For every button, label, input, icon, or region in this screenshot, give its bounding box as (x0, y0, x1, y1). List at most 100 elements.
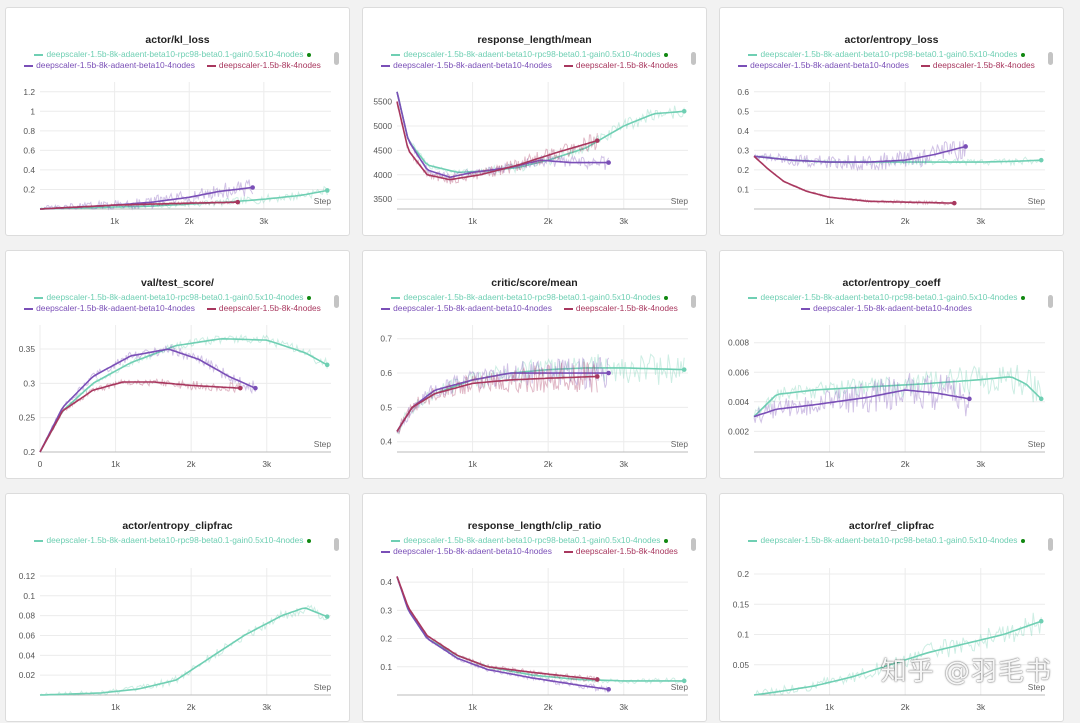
legend-item-teal[interactable]: deepscaler-1.5b-8k-adaent-beta10-rpc98-b… (391, 49, 668, 60)
series-line-teal[interactable] (39, 337, 328, 453)
legend-item-maroon[interactable]: deepscaler-1.5b-8k-4nodes (206, 60, 321, 71)
y-tick-label: 0.3 (380, 605, 392, 615)
chart-legend[interactable]: deepscaler-1.5b-8k-adaent-beta10-rpc98-b… (728, 49, 1045, 71)
series-line-teal[interactable] (753, 376, 1042, 418)
series-line-teal[interactable] (39, 189, 328, 210)
legend-label: deepscaler-1.5b-8k-4nodes (575, 303, 678, 313)
series-end-point-teal[interactable] (324, 362, 330, 368)
legend-scrollbar[interactable] (691, 538, 696, 551)
series-end-point-teal[interactable] (1038, 157, 1044, 163)
legend-scrollbar[interactable] (334, 538, 339, 551)
series-line-teal[interactable] (753, 620, 1042, 696)
series-end-point-maroon[interactable] (235, 199, 241, 205)
series-end-point-teal[interactable] (1038, 618, 1044, 624)
series-end-point-teal[interactable] (681, 109, 687, 114)
legend-item-purple[interactable]: deepscaler-1.5b-8k-adaent-beta10-4nodes (381, 303, 552, 314)
series-line-purple[interactable] (753, 145, 966, 163)
series-line-maroon[interactable] (39, 381, 241, 453)
legend-item-teal[interactable]: deepscaler-1.5b-8k-adaent-beta10-rpc98-b… (748, 49, 1025, 60)
series-line-teal[interactable] (396, 91, 685, 174)
legend-item-purple[interactable]: deepscaler-1.5b-8k-adaent-beta10-4nodes (24, 303, 195, 314)
legend-item-teal[interactable]: deepscaler-1.5b-8k-adaent-beta10-rpc98-b… (34, 535, 311, 546)
chart-title: actor/entropy_clipfrac (122, 520, 233, 532)
series-end-point-maroon[interactable] (237, 385, 243, 391)
legend-scrollbar[interactable] (1048, 52, 1053, 65)
series-raw-maroon (396, 576, 598, 683)
y-tick-label: 0.2 (23, 184, 35, 194)
series-end-point-purple[interactable] (967, 396, 972, 402)
series-end-point-teal[interactable] (681, 678, 687, 684)
series-end-point-purple[interactable] (606, 687, 611, 692)
legend-label: deepscaler-1.5b-8k-adaent-beta10-rpc98-b… (403, 292, 661, 302)
series-end-point-maroon[interactable] (594, 374, 600, 379)
series-end-point-purple[interactable] (606, 370, 611, 376)
legend-scrollbar[interactable] (334, 295, 339, 308)
legend-swatch (748, 296, 758, 299)
series-end-point-purple[interactable] (253, 385, 258, 391)
legend-item-maroon[interactable]: deepscaler-1.5b-8k-4nodes (206, 303, 321, 314)
chart-legend[interactable]: deepscaler-1.5b-8k-adaent-beta10-rpc98-b… (14, 535, 331, 546)
series-end-point-purple[interactable] (963, 144, 968, 149)
series-line-maroon[interactable] (396, 375, 598, 432)
chart-panel: actor/kl_loss deepscaler-1.5b-8k-adaent-b… (5, 7, 350, 236)
chart-legend[interactable]: deepscaler-1.5b-8k-adaent-beta10-rpc98-b… (728, 535, 1045, 546)
series-line-maroon[interactable] (396, 576, 598, 681)
series-line-maroon[interactable] (39, 201, 238, 210)
series-line-purple[interactable] (39, 348, 256, 453)
legend-item-purple[interactable]: deepscaler-1.5b-8k-adaent-beta10-4nodes (24, 60, 195, 71)
series-end-point-maroon[interactable] (594, 677, 600, 682)
series-end-point-maroon[interactable] (951, 200, 957, 206)
legend-item-maroon[interactable]: deepscaler-1.5b-8k-4nodes (563, 546, 678, 557)
series-line-teal[interactable] (396, 367, 685, 432)
legend-label: deepscaler-1.5b-8k-adaent-beta10-4nodes (813, 303, 972, 313)
series-end-point-teal[interactable] (681, 367, 687, 372)
series-line-purple[interactable] (753, 389, 970, 418)
series-line-purple[interactable] (396, 372, 609, 432)
chart-legend[interactable]: deepscaler-1.5b-8k-adaent-beta10-rpc98-b… (728, 292, 1045, 314)
series-line-purple[interactable] (396, 576, 609, 691)
legend-item-teal[interactable]: deepscaler-1.5b-8k-adaent-beta10-rpc98-b… (34, 49, 311, 60)
legend-label: deepscaler-1.5b-8k-4nodes (218, 303, 321, 313)
legend-scrollbar[interactable] (1048, 538, 1053, 551)
legend-item-teal[interactable]: deepscaler-1.5b-8k-adaent-beta10-rpc98-b… (34, 292, 311, 303)
legend-scrollbar[interactable] (1048, 295, 1053, 308)
chart-legend[interactable]: deepscaler-1.5b-8k-adaent-beta10-rpc98-b… (371, 535, 688, 557)
legend-item-maroon[interactable]: deepscaler-1.5b-8k-4nodes (563, 60, 678, 71)
series-line-maroon[interactable] (396, 101, 598, 181)
chart-legend[interactable]: deepscaler-1.5b-8k-adaent-beta10-rpc98-b… (371, 292, 688, 314)
legend-item-maroon[interactable]: deepscaler-1.5b-8k-4nodes (920, 60, 1035, 71)
series-line-teal[interactable] (39, 607, 328, 696)
legend-item-teal[interactable]: deepscaler-1.5b-8k-adaent-beta10-rpc98-b… (391, 535, 668, 546)
legend-scrollbar[interactable] (334, 52, 339, 65)
series-end-point-teal[interactable] (1038, 396, 1044, 402)
chart-legend[interactable]: deepscaler-1.5b-8k-adaent-beta10-rpc98-b… (14, 49, 331, 71)
legend-swatch (391, 539, 401, 542)
chart-legend[interactable]: deepscaler-1.5b-8k-adaent-beta10-rpc98-b… (14, 292, 331, 314)
chart-legend[interactable]: deepscaler-1.5b-8k-adaent-beta10-rpc98-b… (371, 49, 688, 71)
legend-item-purple[interactable]: deepscaler-1.5b-8k-adaent-beta10-4nodes (738, 60, 909, 71)
legend-scrollbar[interactable] (691, 295, 696, 308)
x-tick-label: 2k (901, 459, 911, 469)
legend-item-purple[interactable]: deepscaler-1.5b-8k-adaent-beta10-4nodes (381, 60, 552, 71)
series-line-teal[interactable] (396, 576, 685, 682)
chart-plot: 1k 2k 3k 0.1 0.2 0.3 0.4 0.5 0.6 Step (737, 82, 1045, 226)
legend-item-teal[interactable]: deepscaler-1.5b-8k-adaent-beta10-rpc98-b… (748, 535, 1025, 546)
legend-scrollbar[interactable] (691, 52, 696, 65)
series-end-point-teal[interactable] (324, 188, 330, 193)
y-tick-label: 0.008 (728, 338, 749, 348)
series-end-point-teal[interactable] (324, 614, 330, 619)
legend-item-maroon[interactable]: deepscaler-1.5b-8k-4nodes (563, 303, 678, 314)
series-end-point-purple[interactable] (606, 160, 611, 165)
series-line-maroon[interactable] (753, 155, 955, 204)
chart-title: actor/kl_loss (145, 34, 210, 46)
legend-item-purple[interactable]: deepscaler-1.5b-8k-adaent-beta10-4nodes (801, 303, 972, 314)
x-tick-label: 2k (185, 216, 195, 226)
series-end-point-maroon[interactable] (594, 138, 600, 143)
legend-item-purple[interactable]: deepscaler-1.5b-8k-adaent-beta10-4nodes (381, 546, 552, 557)
series-end-point-purple[interactable] (250, 185, 255, 190)
x-tick-label: 2k (187, 459, 197, 469)
series-raw-purple (396, 576, 609, 694)
legend-item-teal[interactable]: deepscaler-1.5b-8k-adaent-beta10-rpc98-b… (391, 292, 668, 303)
legend-item-teal[interactable]: deepscaler-1.5b-8k-adaent-beta10-rpc98-b… (748, 292, 1025, 303)
y-tick-label: 0.6 (737, 87, 749, 97)
